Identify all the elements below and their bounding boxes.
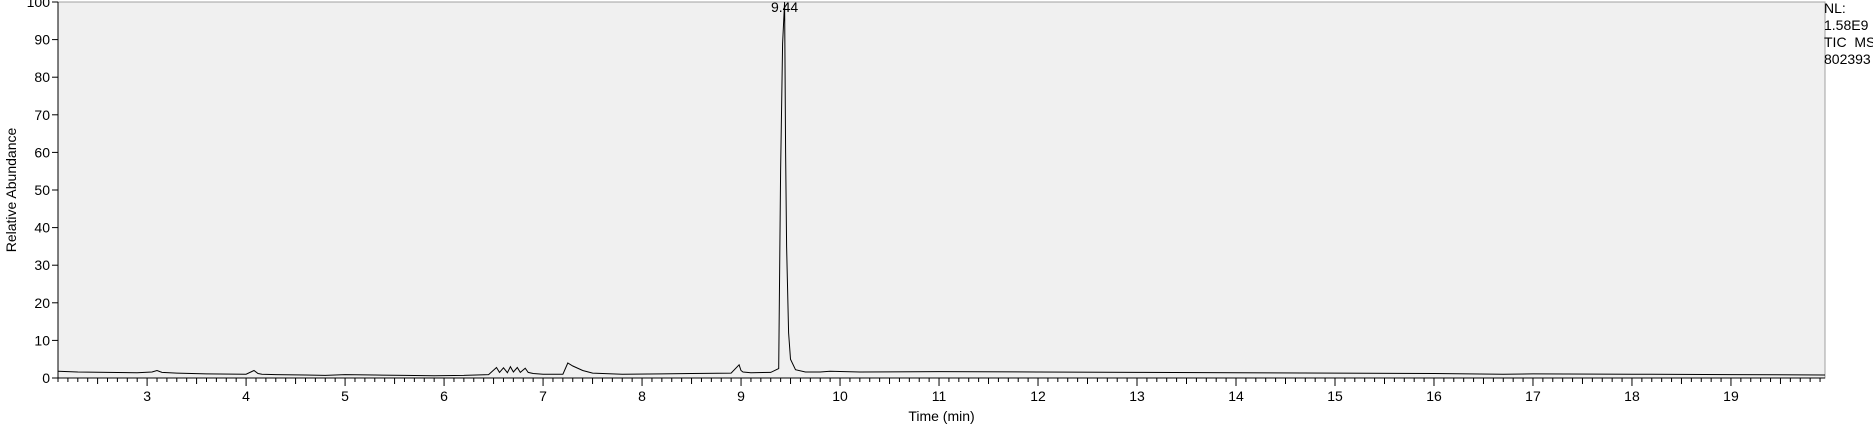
scan-info-panel: NL: 1.58E9 TIC MS 802393 (1824, 0, 1873, 68)
x-tick-label: 14 (1228, 388, 1244, 404)
peak-label: 9.44 (771, 0, 798, 15)
x-axis-ticks: 3 4 5 6 7 8 9 10 11 12 13 14 15 16 17 18 19 (57, 378, 1821, 404)
y-tick-label: 90 (34, 32, 50, 48)
plot-area (57, 1, 1826, 379)
tic-trace (57, 1, 1826, 377)
y-tick-label: 0 (42, 370, 50, 386)
x-tick-label: 3 (143, 388, 151, 404)
x-tick-label: 11 (932, 388, 947, 404)
y-axis-ticks: 0 10 20 30 40 50 60 70 80 90 100 (27, 0, 58, 386)
x-tick-label: 16 (1426, 388, 1442, 404)
y-tick-label: 80 (34, 69, 50, 85)
x-tick-label: 8 (638, 388, 646, 404)
x-axis-title: Time (min) (908, 408, 974, 424)
x-tick-label: 13 (1129, 388, 1145, 404)
x-tick-label: 17 (1525, 388, 1541, 404)
nl-value: 1.58E9 (1824, 17, 1869, 33)
x-tick-label: 12 (1030, 388, 1046, 404)
y-tick-label: 30 (34, 257, 50, 273)
y-tick-label: 40 (34, 220, 50, 236)
y-tick-label: 70 (34, 107, 50, 123)
y-tick-label: 60 (34, 144, 50, 160)
nl-label: NL: (1824, 0, 1846, 16)
x-tick-label: 4 (242, 388, 250, 404)
x-tick-label: 5 (341, 388, 349, 404)
y-tick-label: 100 (27, 0, 51, 10)
x-tick-label: 7 (539, 388, 547, 404)
file-id: 802393 (1824, 51, 1871, 67)
scan-filter: TIC MS (1824, 34, 1873, 50)
x-tick-label: 18 (1624, 388, 1640, 404)
x-tick-label: 19 (1723, 388, 1739, 404)
y-tick-label: 50 (34, 182, 50, 198)
x-tick-label: 15 (1327, 388, 1343, 404)
y-axis-title: Relative Abundance (3, 128, 19, 253)
y-tick-label: 10 (34, 332, 50, 348)
x-tick-label: 9 (737, 388, 745, 404)
x-tick-label: 6 (440, 388, 448, 404)
y-tick-label: 20 (34, 295, 50, 311)
x-tick-label: 10 (832, 388, 848, 404)
